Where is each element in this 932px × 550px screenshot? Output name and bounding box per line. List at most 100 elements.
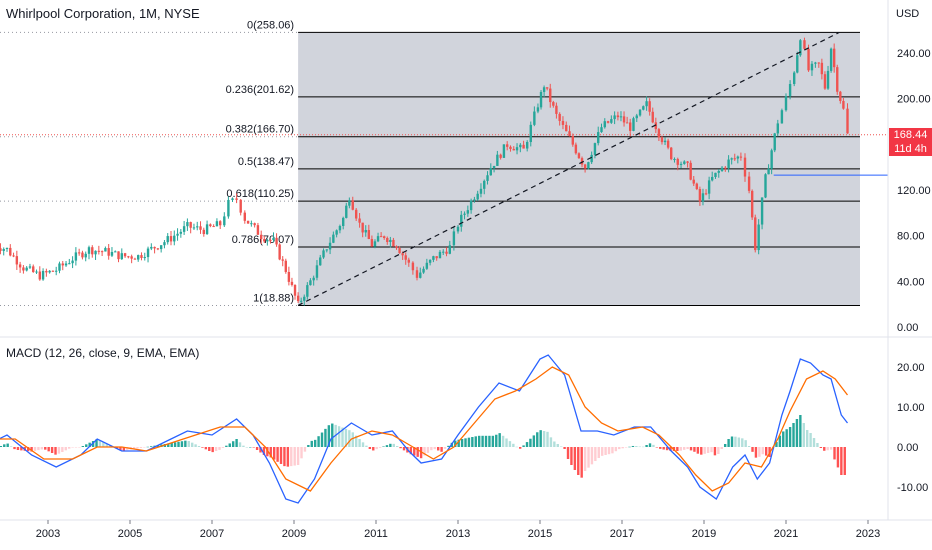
candle-body: [146, 248, 150, 258]
macd-histogram-bar: [143, 447, 146, 448]
macd-histogram-bar: [648, 443, 652, 447]
macd-histogram-bar: [221, 447, 225, 448]
macd-histogram-bar: [231, 441, 235, 447]
candle-body: [239, 199, 242, 213]
macd-histogram-bar: [693, 447, 696, 452]
candle-body: [807, 48, 810, 71]
candle-body: [814, 62, 817, 64]
macd-histogram-bar: [495, 434, 498, 447]
macd-histogram-bar: [276, 447, 279, 462]
candle-body: [87, 247, 91, 254]
candle-body: [438, 251, 442, 259]
macd-histogram-bar: [235, 439, 238, 447]
macd-histogram-bar: [358, 439, 361, 447]
macd-histogram-bar: [105, 443, 108, 447]
macd-histogram-bar: [570, 447, 573, 465]
candle-body: [593, 143, 597, 155]
candle-body: [68, 263, 71, 265]
candle-body: [253, 223, 256, 226]
fibonacci-retracement[interactable]: 0(258.06) 0.236(201.62) 0.382(166.70) 0.5(1…: [226, 19, 861, 306]
macd-histogram-bar: [71, 447, 74, 448]
candle-body: [383, 236, 386, 238]
candle-body: [432, 256, 435, 260]
candle-body: [290, 281, 294, 285]
candle-body: [651, 111, 654, 123]
candle-body: [25, 267, 28, 271]
macd-histogram-bar: [218, 447, 221, 450]
candle-body: [299, 300, 303, 302]
macd-histogram-bar: [74, 447, 78, 448]
macd-histogram-bar: [809, 433, 812, 447]
macd-histogram-bar: [532, 435, 536, 447]
macd-histogram-bar: [293, 447, 296, 466]
candle-body: [542, 87, 546, 92]
candle-body: [645, 101, 648, 107]
candle-body: [587, 162, 590, 169]
macd-histogram-bar: [211, 447, 214, 453]
candle-body: [256, 225, 260, 235]
candle-body: [670, 147, 673, 160]
macd-histogram-bar: [573, 447, 577, 470]
macd-histogram-bar: [132, 447, 136, 449]
candle-body: [117, 251, 120, 260]
candle-body: [9, 247, 12, 256]
macd-histogram-bar: [696, 447, 700, 454]
macd-histogram-bar: [40, 447, 44, 450]
candle-body: [603, 121, 606, 128]
macd-tick-label: 0.00: [897, 442, 918, 454]
candle-body: [107, 248, 110, 256]
candle-body: [736, 156, 740, 159]
candle-body: [370, 239, 374, 247]
candle-body: [235, 198, 238, 200]
macd-histogram-bar: [542, 431, 546, 447]
macd-histogram-bar: [443, 447, 447, 449]
candle-body: [456, 226, 460, 232]
macd-histogram-bar: [16, 447, 20, 450]
candle-body: [325, 249, 328, 251]
macd-histogram-bar: [734, 436, 737, 447]
candle-body: [209, 224, 212, 227]
macd-histogram-bar: [713, 447, 717, 456]
macd-histogram-bar: [508, 441, 512, 447]
macd-histogram-bar: [679, 447, 682, 451]
trendline-dashed: [297, 31, 840, 306]
candle-body: [509, 146, 512, 149]
macd-histogram-bar: [744, 440, 747, 447]
candle-body: [489, 168, 492, 176]
macd-histogram-bar: [829, 447, 833, 450]
macd-histogram-bar: [81, 446, 85, 447]
candle-body: [41, 270, 45, 280]
macd-histogram-bar: [324, 428, 327, 447]
macd-histogram-bar: [607, 447, 611, 455]
candle-body: [15, 256, 19, 265]
candle-body: [223, 216, 226, 226]
macd-histogram-bar: [652, 444, 655, 447]
grid-lines: [0, 0, 932, 521]
candle-body: [483, 180, 486, 189]
candle-body: [648, 101, 651, 112]
candle-body: [22, 267, 25, 271]
candle-body: [486, 175, 489, 181]
macd-histogram-bar: [375, 447, 378, 450]
macd-histogram-bar: [826, 447, 829, 451]
candle-body: [654, 122, 658, 130]
time-tick-label: 2007: [200, 528, 224, 540]
candle-body: [246, 220, 250, 224]
price-candles: [0, 37, 849, 306]
macd-histogram-bar: [177, 441, 180, 447]
candle-body: [613, 115, 616, 120]
macd-histogram-bar: [546, 431, 549, 447]
candle-body: [512, 148, 515, 151]
candle-body: [686, 161, 689, 163]
macd-histogram-bar: [689, 447, 693, 451]
candle-body: [77, 252, 81, 254]
candle-body: [803, 40, 806, 49]
macd-histogram-bar: [491, 435, 495, 447]
trendline[interactable]: [297, 31, 840, 306]
macd-histogram-bar: [402, 447, 406, 451]
macd-histogram-bar: [577, 447, 580, 475]
time-tick-label: 2017: [610, 528, 634, 540]
macd-tick-label: 10.00: [897, 402, 925, 414]
candle-body: [539, 91, 543, 108]
